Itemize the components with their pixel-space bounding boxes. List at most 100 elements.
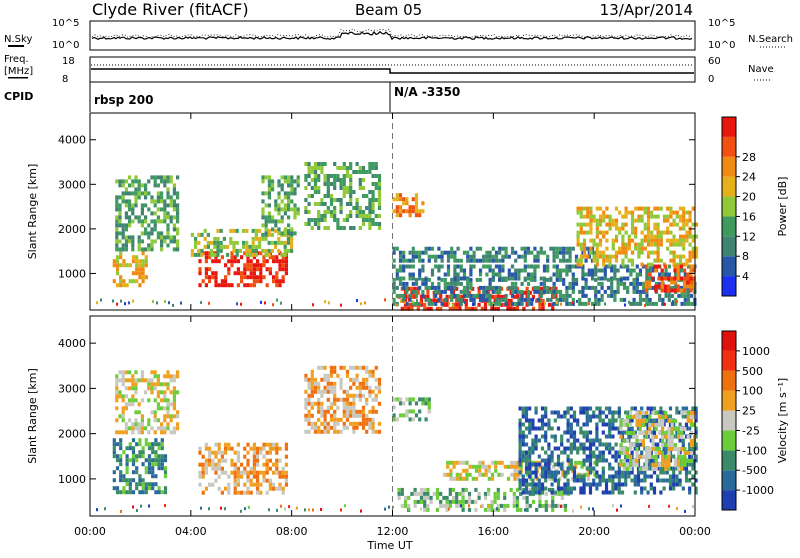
data-cell [685, 218, 689, 223]
data-cell [345, 186, 350, 190]
data-cell [544, 462, 548, 467]
data-cell [163, 203, 167, 208]
data-cell [672, 482, 676, 487]
data-cell [153, 430, 157, 435]
data-cell [264, 215, 268, 220]
data-cell [602, 254, 606, 259]
data-cell [224, 486, 228, 491]
data-cell [290, 244, 294, 249]
data-cell [278, 267, 282, 272]
data-cell [392, 281, 396, 286]
data-cell [329, 417, 334, 422]
data-cell [646, 214, 651, 219]
data-cell [498, 301, 502, 306]
data-cell [172, 207, 176, 212]
data-cell [661, 427, 665, 431]
data-cell [320, 389, 324, 394]
data-cell [480, 503, 484, 508]
data-cell [128, 398, 132, 403]
data-cell [528, 406, 532, 411]
data-cell [365, 401, 369, 406]
data-cell [464, 306, 468, 311]
data-cell [614, 218, 619, 223]
data-cell [204, 458, 208, 463]
data-cell [128, 490, 132, 495]
data-cell [437, 276, 441, 281]
data-cell [462, 276, 467, 281]
data-cell [254, 236, 258, 241]
data-cell [601, 450, 605, 455]
data-cell [586, 210, 590, 215]
data-cell [268, 482, 272, 487]
data-cell [579, 446, 583, 451]
data-cell [688, 442, 692, 447]
data-cell [595, 454, 599, 459]
data-cell [563, 430, 567, 435]
data-cell [645, 297, 649, 302]
data-cell [137, 187, 141, 192]
data-cell [361, 214, 366, 218]
data-cell [472, 302, 474, 306]
data-cell [676, 288, 680, 293]
data-cell [169, 235, 173, 240]
data-cell [211, 450, 215, 455]
data-cell [642, 297, 646, 302]
data-cell [488, 301, 492, 306]
data-cell [220, 490, 224, 495]
data-cell [358, 186, 362, 190]
data-cell [595, 250, 599, 255]
data-cell [598, 478, 602, 483]
data-cell [680, 285, 684, 290]
data-cell [605, 222, 609, 227]
data-cell [680, 268, 684, 273]
data-cell [662, 486, 666, 491]
data-cell [233, 271, 237, 276]
data-cell [656, 474, 660, 479]
data-cell [520, 268, 524, 273]
data-cell [664, 302, 666, 306]
data-cell [281, 267, 285, 272]
data-cell [611, 474, 615, 479]
data-cell [424, 417, 428, 422]
data-cell [606, 285, 611, 290]
data-cell [593, 468, 597, 473]
data-cell [214, 466, 218, 471]
data-cell [566, 406, 570, 411]
data-cell [448, 503, 452, 508]
data-cell [518, 486, 522, 491]
data-cell [588, 462, 593, 467]
data-cell [686, 289, 691, 294]
data-cell [679, 264, 683, 269]
data-cell [361, 178, 366, 182]
data-cell [358, 397, 362, 402]
data-cell [643, 486, 647, 491]
data-cell [578, 289, 582, 294]
data-cell [157, 490, 161, 495]
data-cell [657, 419, 661, 423]
data-cell [605, 230, 609, 235]
data-cell [661, 423, 665, 427]
data-region [392, 397, 431, 422]
data-cell [156, 215, 160, 220]
data-cell [246, 490, 250, 495]
data-cell [439, 503, 443, 508]
data-cell [208, 251, 212, 256]
data-cell [140, 418, 144, 423]
data-cell [552, 285, 556, 290]
data-cell [230, 462, 234, 467]
data-cell [310, 385, 314, 390]
colorbar-tick-label: 1000 [742, 345, 770, 358]
data-cell [365, 206, 369, 210]
colorbar-tick-label: -25 [742, 424, 760, 437]
data-cell [115, 227, 119, 232]
data-cell [667, 435, 671, 439]
data-cell [265, 466, 269, 471]
data-cell [569, 466, 573, 471]
data-cell [296, 207, 300, 212]
data-cell [650, 230, 654, 235]
data-cell [118, 231, 122, 236]
data-cell [472, 254, 476, 259]
data-cell [598, 218, 603, 223]
data-cell [691, 250, 695, 255]
data-cell [151, 470, 155, 475]
